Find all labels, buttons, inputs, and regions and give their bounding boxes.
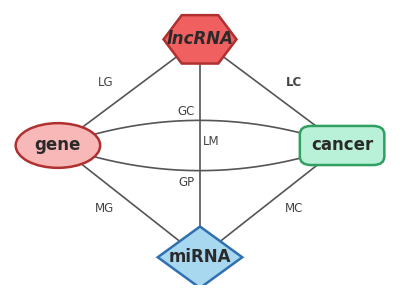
Polygon shape — [164, 15, 236, 63]
Text: gene: gene — [35, 136, 81, 155]
Text: GC: GC — [178, 105, 195, 118]
Polygon shape — [158, 226, 242, 288]
Text: lncRNA: lncRNA — [166, 30, 234, 48]
Text: LC: LC — [286, 76, 302, 89]
Text: cancer: cancer — [311, 136, 373, 155]
Text: MC: MC — [285, 202, 303, 215]
Text: LG: LG — [98, 76, 114, 89]
Text: MG: MG — [94, 202, 114, 215]
FancyBboxPatch shape — [300, 126, 384, 165]
Text: GP: GP — [178, 176, 195, 189]
Ellipse shape — [16, 123, 100, 168]
Text: miRNA: miRNA — [169, 248, 231, 266]
Text: LM: LM — [203, 135, 220, 148]
